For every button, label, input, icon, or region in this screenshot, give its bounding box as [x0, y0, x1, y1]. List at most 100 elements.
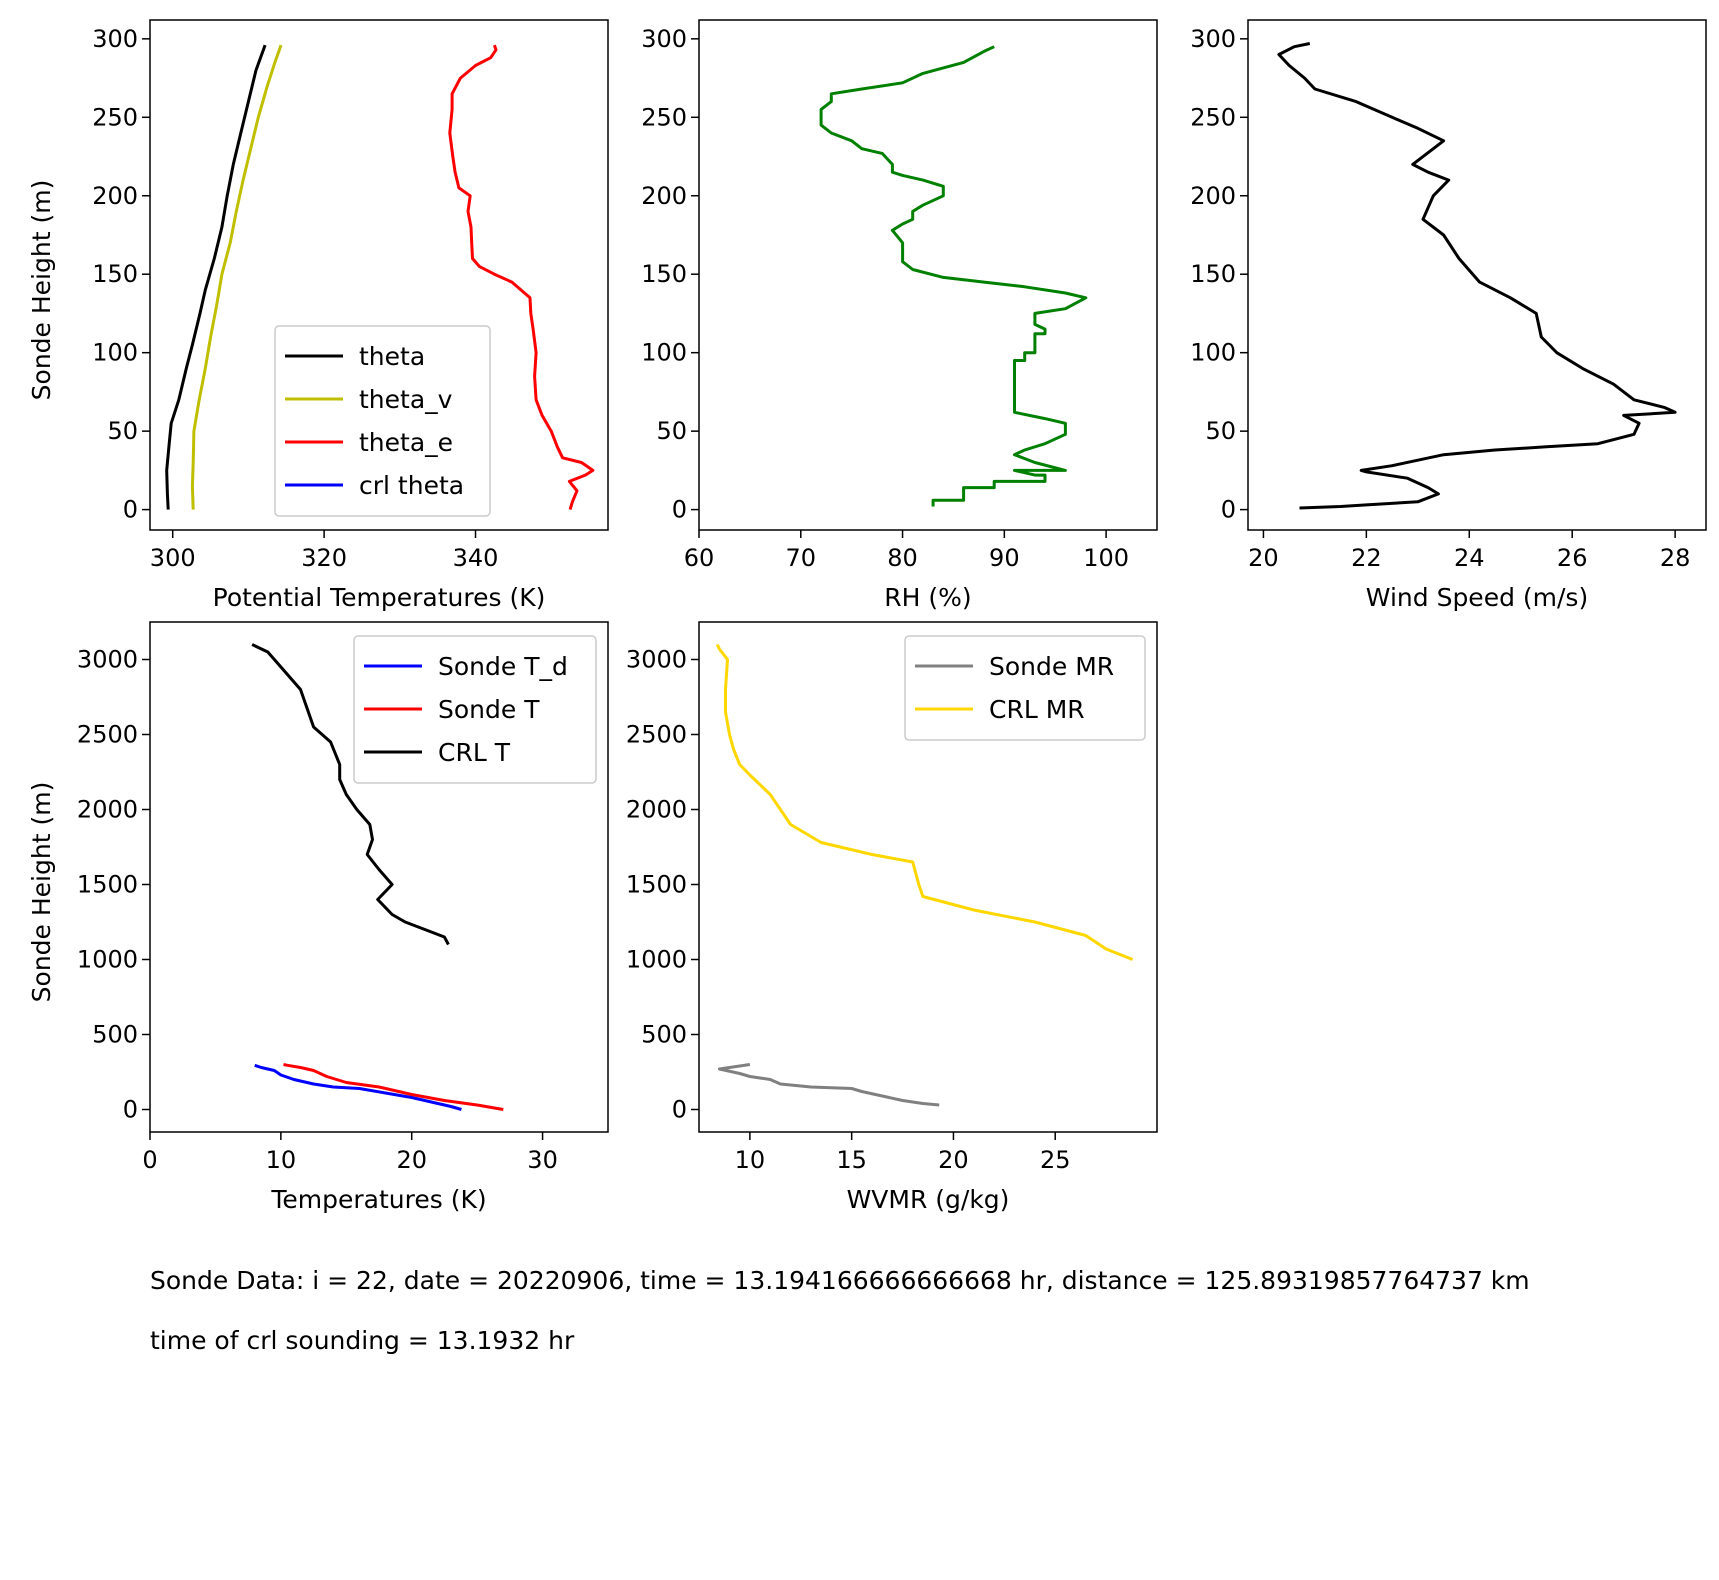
- legend-box: [274, 325, 491, 517]
- y-tick-label: 100: [641, 339, 687, 367]
- y-tick-label: 500: [641, 1021, 687, 1049]
- x-tick-label: 10: [735, 1146, 766, 1174]
- legend: Sonde MR CRL MR: [904, 635, 1146, 741]
- legend-box: [904, 635, 1146, 741]
- series-line-relative-humidity-0: [819, 45, 1088, 507]
- y-tick-label: 200: [641, 182, 687, 210]
- series-line-theta_v: [190, 44, 283, 510]
- y-axis-label: Sonde Height (m): [27, 180, 56, 401]
- series-line-wind-speed-0: [1277, 42, 1677, 510]
- y-tick-label: 1000: [77, 946, 138, 974]
- y-tick-label: 150: [1190, 260, 1236, 288]
- y-tick-label: 2000: [77, 796, 138, 824]
- legend-label: Sonde T: [438, 695, 540, 724]
- y-tick-label: 100: [1190, 339, 1236, 367]
- y-tick-label: 300: [1190, 25, 1236, 53]
- y-tick-label: 50: [1205, 417, 1236, 445]
- x-tick-label: 28: [1660, 544, 1691, 572]
- legend-label: theta_v: [359, 385, 453, 414]
- y-tick-label: 200: [1190, 182, 1236, 210]
- y-tick-label: 2500: [626, 721, 687, 749]
- x-tick-label: 10: [266, 1146, 297, 1174]
- x-tick-label: 100: [1083, 544, 1129, 572]
- y-tick-label: 1500: [626, 871, 687, 899]
- series-line-crl-mr: [715, 643, 1134, 961]
- y-tick-label: 250: [641, 103, 687, 131]
- series-line-theta_e: [448, 44, 595, 511]
- x-tick-label: 340: [453, 544, 499, 572]
- series-line-sonde-mr: [717, 1063, 940, 1107]
- y-tick-label: 250: [1190, 103, 1236, 131]
- y-tick-label: 2000: [626, 796, 687, 824]
- y-tick-label: 250: [92, 103, 138, 131]
- x-axis-label: Wind Speed (m/s): [1366, 583, 1588, 612]
- axes-frame: [149, 19, 609, 531]
- y-tick-label: 150: [92, 260, 138, 288]
- chart-wvmr: 10 15 20 25 0 500 1000 1500 2000 2500 3000 WVMR (g/…: [626, 621, 1158, 1214]
- x-tick-label: 20: [938, 1146, 969, 1174]
- x-tick-label: 15: [836, 1146, 867, 1174]
- x-tick-label: 0: [142, 1146, 157, 1174]
- x-tick-label: 20: [396, 1146, 427, 1174]
- x-axis-label: Temperatures (K): [270, 1185, 486, 1214]
- y-tick-label: 150: [641, 260, 687, 288]
- x-tick-label: 24: [1454, 544, 1485, 572]
- y-tick-label: 2500: [77, 721, 138, 749]
- y-tick-label: 100: [92, 339, 138, 367]
- y-tick-label: 1500: [77, 871, 138, 899]
- y-tick-label: 300: [92, 25, 138, 53]
- crl-time-text: time of crl sounding = 13.1932 hr: [150, 1326, 575, 1355]
- series-line-sonde-t: [283, 1063, 504, 1111]
- x-tick-label: 30: [527, 1146, 558, 1174]
- axes-frame: [698, 19, 1158, 531]
- x-tick-label: 20: [1248, 544, 1279, 572]
- x-tick-label: 60: [684, 544, 715, 572]
- x-tick-label: 70: [786, 544, 817, 572]
- x-tick-label: 90: [989, 544, 1020, 572]
- legend-label: Sonde T_d: [438, 652, 568, 681]
- legend-label: theta_e: [359, 428, 453, 457]
- x-tick-label: 25: [1040, 1146, 1071, 1174]
- y-tick-label: 0: [672, 1096, 687, 1124]
- series-line-sonde-t_d: [254, 1063, 462, 1111]
- x-axis-label: RH (%): [884, 583, 971, 612]
- y-tick-label: 0: [672, 496, 687, 524]
- legend-label: CRL MR: [989, 695, 1085, 724]
- y-axis-label: Sonde Height (m): [27, 782, 56, 1003]
- chart-relative-humidity: 60 70 80 90 100 0 50 100 150 200 250 300 RH (%): [641, 19, 1158, 612]
- sonde-info-text: Sonde Data: i = 22, date = 20220906, tim…: [150, 1266, 1530, 1295]
- y-tick-label: 200: [92, 182, 138, 210]
- y-tick-label: 3000: [77, 646, 138, 674]
- y-tick-label: 50: [107, 417, 138, 445]
- x-tick-label: 320: [301, 544, 347, 572]
- series-line-crl-t: [251, 643, 450, 946]
- chart-temperatures: 0 10 20 30 0 500 1000 1500 2000 2500 3000 Temperatu…: [27, 621, 609, 1214]
- x-tick-label: 300: [150, 544, 196, 572]
- legend-box: [353, 635, 597, 784]
- axes-frame: [149, 621, 609, 1133]
- x-tick-label: 80: [887, 544, 918, 572]
- y-tick-label: 0: [123, 496, 138, 524]
- chart-wind-speed: 20 22 24 26 28 0 50 100 150 200 250 300 Wind Speed (…: [1190, 19, 1707, 612]
- y-tick-label: 0: [123, 1096, 138, 1124]
- x-tick-label: 22: [1351, 544, 1382, 572]
- legend-label: theta: [359, 342, 425, 371]
- y-tick-label: 500: [92, 1021, 138, 1049]
- legend: Sonde T_d Sonde T CRL T: [353, 635, 597, 784]
- x-tick-label: 26: [1557, 544, 1588, 572]
- chart-potential-temperatures: 300 320 340 0 50 100 150 200 250 300 Potential Tem…: [27, 19, 609, 612]
- legend-label: CRL T: [438, 738, 511, 767]
- y-tick-label: 0: [1221, 496, 1236, 524]
- y-tick-label: 3000: [626, 646, 687, 674]
- y-tick-label: 300: [641, 25, 687, 53]
- series-line-theta: [165, 44, 267, 510]
- axes-frame: [698, 621, 1158, 1133]
- legend-label: crl theta: [359, 471, 464, 500]
- x-axis-label: WVMR (g/kg): [847, 1185, 1010, 1214]
- x-axis-label: Potential Temperatures (K): [213, 583, 546, 612]
- y-tick-label: 50: [656, 417, 687, 445]
- y-tick-label: 1000: [626, 946, 687, 974]
- axes-frame: [1247, 19, 1707, 531]
